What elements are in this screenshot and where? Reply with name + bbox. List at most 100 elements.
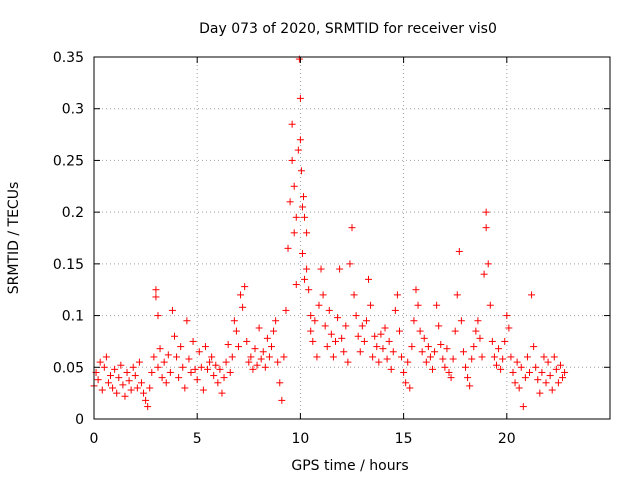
data-point <box>437 341 445 349</box>
data-point <box>336 265 344 273</box>
data-point <box>358 322 366 330</box>
data-point <box>208 353 216 361</box>
data-point <box>152 286 160 294</box>
data-point <box>137 379 145 387</box>
data-point <box>296 136 304 144</box>
data-point <box>532 363 540 371</box>
data-point <box>129 363 137 371</box>
data-point <box>102 353 110 361</box>
data-point <box>356 348 364 356</box>
data-point <box>511 379 519 387</box>
data-point <box>416 327 424 335</box>
data-point <box>307 327 315 335</box>
data-point <box>313 353 321 361</box>
x-tick-label: 10 <box>291 431 309 447</box>
data-point <box>449 355 457 363</box>
data-point <box>552 365 560 373</box>
data-point <box>526 368 534 376</box>
data-point <box>230 317 238 325</box>
data-point <box>468 355 476 363</box>
data-point <box>286 198 294 206</box>
data-point <box>373 343 381 351</box>
y-tick-label: 0 <box>75 412 84 428</box>
data-point <box>550 353 558 361</box>
grid-lines <box>94 57 610 419</box>
y-tick-label: 0.15 <box>53 257 84 273</box>
data-point <box>111 365 119 373</box>
data-point <box>371 332 379 340</box>
y-tick-label: 0.1 <box>62 309 84 325</box>
x-tick-label: 15 <box>395 431 413 447</box>
y-tick-label: 0.2 <box>62 205 84 221</box>
data-point <box>121 392 129 400</box>
data-point <box>433 301 441 309</box>
data-point <box>546 372 554 380</box>
data-point <box>204 365 212 373</box>
data-point <box>517 363 525 371</box>
data-point <box>158 374 166 382</box>
data-point <box>296 94 304 102</box>
data-point <box>307 312 315 320</box>
data-point <box>354 332 362 340</box>
data-point <box>148 368 156 376</box>
data-point <box>470 343 478 351</box>
data-point <box>321 322 329 330</box>
data-point <box>507 353 515 361</box>
data-point <box>451 327 459 335</box>
data-point <box>152 293 160 301</box>
data-point <box>193 376 201 384</box>
data-point <box>391 306 399 314</box>
data-point <box>175 374 183 382</box>
data-point <box>168 306 176 314</box>
data-point <box>426 353 434 361</box>
data-point <box>249 365 257 373</box>
data-point <box>144 403 152 411</box>
data-point <box>259 348 267 356</box>
data-point <box>387 365 395 373</box>
data-point <box>187 368 195 376</box>
data-point <box>284 244 292 252</box>
data-point <box>540 353 548 361</box>
data-point <box>251 345 259 353</box>
data-point <box>301 275 309 283</box>
data-point <box>377 330 385 338</box>
data-point <box>288 120 296 128</box>
data-point <box>301 213 309 221</box>
data-point <box>303 229 311 237</box>
data-point <box>381 324 389 332</box>
data-point <box>462 363 470 371</box>
data-point <box>482 208 490 216</box>
data-point <box>404 358 412 366</box>
data-point <box>265 353 273 361</box>
data-point <box>515 384 523 392</box>
data-point <box>457 317 465 325</box>
data-point <box>107 372 115 380</box>
data-point <box>453 291 461 299</box>
data-point <box>488 337 496 345</box>
data-point <box>542 379 550 387</box>
data-point <box>154 363 162 371</box>
data-point <box>127 386 135 394</box>
x-axis-label: GPS time / hours <box>291 458 408 474</box>
data-point <box>274 358 282 366</box>
data-point <box>140 389 148 397</box>
data-point <box>309 337 317 345</box>
data-point <box>431 348 439 356</box>
data-point <box>398 353 406 361</box>
data-point <box>360 337 368 345</box>
data-point <box>556 361 564 369</box>
data-points <box>90 55 569 411</box>
data-point <box>311 317 319 325</box>
data-point <box>257 355 265 363</box>
y-tick-label: 0.25 <box>53 153 84 169</box>
data-point <box>183 317 191 325</box>
data-point <box>226 368 234 376</box>
data-point <box>418 348 426 356</box>
data-point <box>528 291 536 299</box>
data-point <box>486 301 494 309</box>
data-point <box>344 358 352 366</box>
data-point <box>201 343 209 351</box>
axis-ticks: 0 0.05 0.1 0.15 0.2 0.25 0.3 0.35 0 5 10 15 20 <box>53 50 610 447</box>
data-point <box>476 334 484 342</box>
